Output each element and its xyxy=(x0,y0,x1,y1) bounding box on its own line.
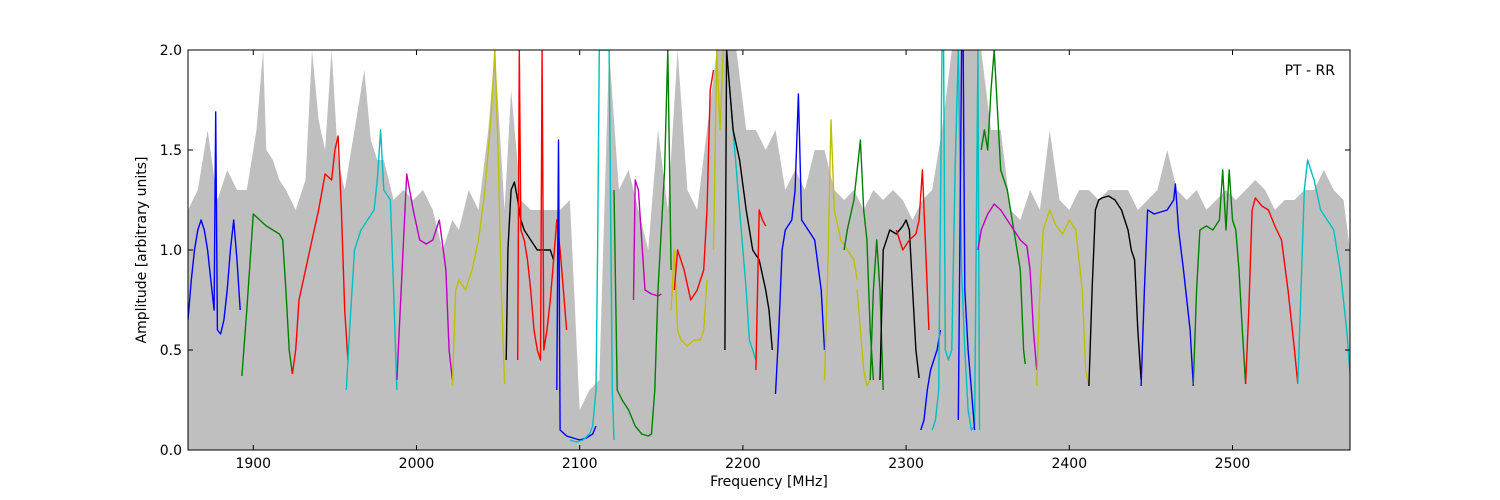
series-line-28 xyxy=(931,50,981,431)
envelope-area xyxy=(188,50,1350,450)
series-line-18 xyxy=(724,50,773,351)
series-line-1 xyxy=(188,111,241,335)
y-tick-label: 1.5 xyxy=(160,143,182,159)
series-line-34 xyxy=(1140,183,1194,387)
y-axis: 0.0 0.5 1.0 1.5 2.0 xyxy=(160,43,1350,459)
series-line-30 xyxy=(980,50,1026,365)
series-line-35 xyxy=(1192,169,1247,385)
y-tick-label: 1.0 xyxy=(160,243,182,259)
series-line-25 xyxy=(879,219,920,381)
x-tick-label: 2000 xyxy=(399,456,435,472)
series-line-26 xyxy=(895,169,930,331)
x-tick-label: 2100 xyxy=(562,456,598,472)
series-line-19 xyxy=(755,209,767,371)
series-line-16 xyxy=(712,50,725,251)
series-line-10 xyxy=(569,50,615,443)
series-line-3 xyxy=(291,135,349,375)
series-line-13 xyxy=(657,50,672,291)
series-line-23 xyxy=(856,289,871,387)
x-tick-label: 2200 xyxy=(725,456,761,472)
y-tick-label: 2.0 xyxy=(160,43,182,59)
series-line-32 xyxy=(1036,209,1090,387)
series-line-9 xyxy=(556,139,597,441)
series-line-37 xyxy=(1297,159,1350,385)
x-tick-label: 1900 xyxy=(235,456,271,472)
x-tick-label: 2500 xyxy=(1215,456,1251,472)
series-line-7 xyxy=(505,181,555,361)
series-line-20 xyxy=(774,93,826,395)
series-line-15 xyxy=(673,69,715,301)
series-line-33 xyxy=(1088,195,1142,387)
y-tick-label: 0.0 xyxy=(160,443,182,459)
series-line-36 xyxy=(1244,197,1299,385)
series-line-2 xyxy=(241,213,294,377)
series-line-5 xyxy=(396,173,454,381)
series-line-12 xyxy=(632,179,662,301)
series-line-31 xyxy=(977,203,1038,371)
x-axis-label: Frequency [MHz] xyxy=(710,474,828,490)
series-line-22 xyxy=(843,139,875,381)
series-line-6 xyxy=(451,50,506,387)
x-tick-label: 2300 xyxy=(888,456,924,472)
series-line-29 xyxy=(957,50,976,431)
series-line-11 xyxy=(613,189,659,437)
series-layer xyxy=(188,50,1350,443)
y-tick-label: 0.5 xyxy=(160,343,182,359)
series-line-21 xyxy=(823,119,858,381)
x-axis: 1900 2000 2100 2200 2300 2400 2500 xyxy=(235,50,1250,472)
envelope-layer xyxy=(188,50,1350,450)
chart-annotation: PT - RR xyxy=(1285,63,1336,79)
y-axis-label: Amplitude [arbitrary units] xyxy=(134,157,150,344)
series-line-4 xyxy=(345,129,398,391)
series-line-27 xyxy=(920,329,942,431)
x-tick-label: 2400 xyxy=(1051,456,1087,472)
